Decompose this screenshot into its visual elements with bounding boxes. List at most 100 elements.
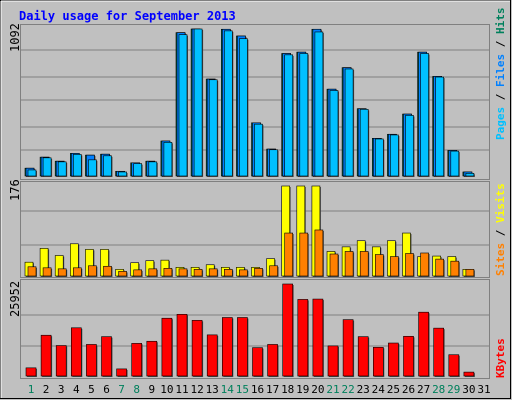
- sites-bar: [314, 229, 324, 277]
- pages-bar: [178, 34, 188, 177]
- pages-bar: [374, 138, 384, 177]
- pages-bar: [299, 53, 309, 177]
- pages-bar: [103, 155, 112, 177]
- day-label: 28: [432, 383, 445, 396]
- day-label: 1: [28, 383, 35, 396]
- day-label: 15: [236, 383, 249, 396]
- pages-bar: [420, 53, 429, 177]
- kbytes-bar: [101, 336, 112, 377]
- pages-bar: [239, 38, 248, 177]
- day-label: 24: [372, 383, 386, 396]
- legend-hits: Hits: [494, 8, 507, 35]
- sites-bar: [299, 232, 309, 277]
- pages-bar: [314, 31, 324, 177]
- day-label: 4: [73, 383, 80, 396]
- kbytes-bar: [433, 327, 445, 377]
- sites-bar: [254, 268, 263, 277]
- pages-bar: [148, 161, 158, 177]
- sites-bar: [178, 268, 188, 277]
- kbytes-bar: [116, 368, 127, 377]
- sites-bar: [208, 268, 218, 277]
- pages-bar: [450, 150, 460, 177]
- pages-bar: [329, 90, 339, 177]
- day-label: 21: [326, 383, 339, 396]
- sites-bar: [88, 265, 97, 277]
- pages-bar: [163, 142, 173, 177]
- day-label: 6: [103, 383, 110, 396]
- pages-bar: [88, 159, 97, 177]
- sites-bar: [148, 268, 158, 277]
- sites-bar: [329, 253, 339, 277]
- day-label: 17: [266, 383, 279, 396]
- day-label: 30: [462, 383, 475, 396]
- day-label: 26: [402, 383, 415, 396]
- kbytes-bar: [403, 335, 414, 377]
- sites-bar: [374, 254, 384, 277]
- sites-bar: [344, 251, 354, 277]
- y-max-label-visits: 176: [8, 179, 22, 201]
- x-axis-day-labels: 1 2 3 4 5 6 7 8 9 10 11 12 13 14 15 16 17 18 19 20 21 22 23 24 2…: [28, 383, 491, 396]
- pages-bar: [359, 109, 369, 177]
- kbytes-bar: [388, 342, 399, 377]
- sites-bar: [420, 252, 429, 277]
- kbytes-bar: [418, 311, 429, 377]
- day-label: 16: [251, 383, 264, 396]
- pages-bar: [208, 79, 218, 177]
- day-label: 10: [160, 383, 173, 396]
- pages-bar: [344, 68, 354, 177]
- kbytes-bar: [40, 334, 52, 377]
- pages-bar: [118, 171, 127, 177]
- kbytes-bar: [327, 345, 339, 377]
- pages-bar: [224, 30, 233, 177]
- day-label: 7: [118, 383, 125, 396]
- pages-bar: [435, 76, 445, 177]
- kbytes-bar: [25, 367, 37, 377]
- sites-bar: [284, 232, 294, 277]
- y-max-label-kbytes: 25952: [8, 281, 22, 317]
- bar-marks: [24, 28, 475, 377]
- day-label: 19: [296, 383, 309, 396]
- kbytes-bar: [463, 371, 475, 377]
- sites-bar: [42, 267, 52, 277]
- day-label: 11: [175, 383, 188, 396]
- pages-bar: [57, 161, 67, 177]
- sites-bar: [73, 267, 82, 277]
- pages-bar: [27, 169, 37, 177]
- sites-bar: [359, 251, 369, 277]
- pages-bar: [73, 154, 82, 177]
- kbytes-bar: [282, 283, 294, 377]
- kbytes-bar: [342, 319, 354, 377]
- kbytes-bar: [176, 314, 188, 377]
- kbytes-bar: [55, 345, 67, 377]
- sites-bar: [163, 268, 173, 277]
- kbytes-bar: [252, 347, 263, 377]
- sites-bar: [435, 258, 445, 277]
- sites-bar: [450, 260, 460, 277]
- day-label: 29: [447, 383, 460, 396]
- chart-title: Daily usage for September 2013: [19, 9, 236, 23]
- kbytes-bar: [448, 354, 460, 377]
- sites-bar: [193, 269, 203, 277]
- day-label: 13: [206, 383, 219, 396]
- kbytes-bar: [206, 334, 218, 377]
- y-max-label-pages: 1092: [8, 23, 22, 52]
- day-label: 2: [43, 383, 50, 396]
- sites-bar: [133, 269, 142, 277]
- sites-bar: [224, 269, 233, 277]
- day-label: 8: [133, 383, 140, 396]
- pages-bar: [465, 173, 475, 177]
- day-label: 5: [88, 383, 95, 396]
- pages-bar: [405, 115, 414, 177]
- sites-bar: [57, 268, 67, 277]
- panel-top-frame: [20, 24, 490, 180]
- day-label: 18: [281, 383, 294, 396]
- day-label: 20: [311, 383, 324, 396]
- legend-visits: Visits: [494, 183, 507, 223]
- sites-bar: [103, 265, 112, 277]
- pages-bar: [42, 157, 52, 177]
- kbytes-bar: [161, 317, 173, 377]
- sites-bar: [239, 269, 248, 277]
- kbytes-bar: [191, 320, 203, 377]
- day-label: 9: [148, 383, 155, 396]
